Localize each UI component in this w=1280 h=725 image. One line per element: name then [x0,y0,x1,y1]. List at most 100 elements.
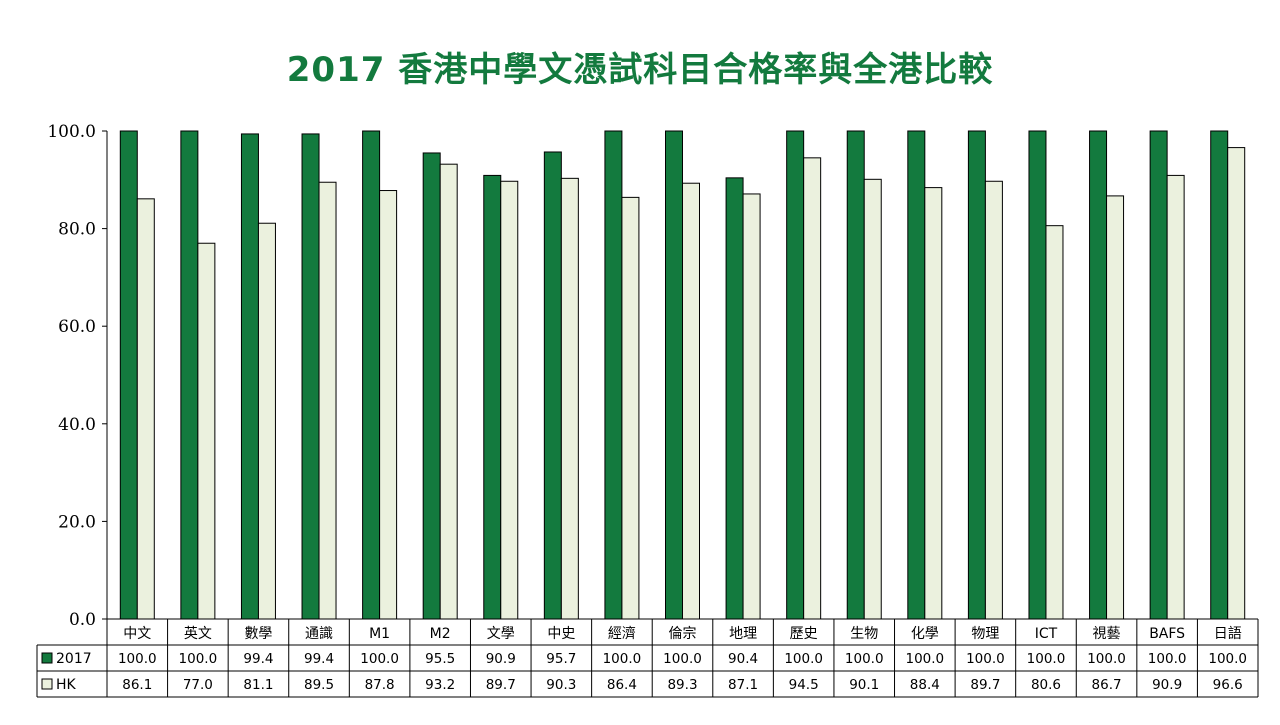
category-label: 物理 [971,626,999,642]
bar-school [846,130,865,620]
bar-school [543,151,562,620]
category-label: 地理 [729,626,757,642]
data-label: 93.2 [425,677,455,693]
data-label: 89.5 [304,677,334,693]
category-label: M1 [369,626,390,642]
category-label: 視藝 [1093,626,1121,642]
bar-hk [924,187,943,620]
bar-hk [439,163,458,620]
bar-school [1149,130,1168,620]
data-label: 96.6 [1213,677,1243,693]
bar-hk [1106,195,1125,620]
bar-school [786,130,805,620]
bar-hk [742,193,761,620]
bar-hk [984,180,1003,620]
bar-hk [1045,225,1064,620]
data-label: 100.0 [360,651,399,667]
category-label: 倫宗 [669,626,697,642]
category-label: 中文 [123,626,151,642]
bar-hk [379,190,398,620]
data-label: 87.1 [728,677,758,693]
data-label: 77.0 [183,677,213,693]
data-label: 100.0 [1208,651,1247,667]
bar-hk [803,157,822,620]
data-label: 88.4 [910,677,940,693]
bar-school [725,177,744,620]
data-label: 99.4 [304,651,334,667]
bar-school [604,130,623,620]
bar-hk [257,222,276,620]
legend-label: 2017 [56,651,92,667]
category-label: 經濟 [608,626,636,642]
data-label: 89.7 [970,677,1000,693]
data-label: 90.1 [849,677,879,693]
data-label: 89.3 [667,677,697,693]
bar-school [180,130,199,620]
category-label: 數學 [244,626,272,642]
data-label: 100.0 [966,651,1005,667]
data-label: 90.3 [546,677,576,693]
category-label: 文學 [487,626,515,642]
bar-school [119,130,138,620]
category-label: 中史 [547,626,575,642]
bar-hk [560,177,579,620]
bar-school [1028,130,1047,620]
bar-hk [197,242,216,620]
category-label: 生物 [850,626,878,642]
data-label: 95.7 [546,651,576,667]
category-label: ICT [1035,626,1058,642]
bar-hk [621,196,640,620]
category-label: M2 [430,626,451,642]
bar-school [483,174,502,620]
legend-swatch-school [41,652,53,664]
bar-school [362,130,381,620]
data-label: 86.4 [607,677,637,693]
y-tick-label: 80.0 [58,220,96,240]
bar-school [422,152,441,620]
data-label: 100.0 [1027,651,1066,667]
data-label: 100.0 [1148,651,1187,667]
data-label: 95.5 [425,651,455,667]
y-tick-label: 60.0 [58,317,96,337]
category-label: 日語 [1214,626,1242,642]
data-label: 86.7 [1092,677,1122,693]
data-label: 90.9 [486,651,516,667]
category-label: 歷史 [790,626,818,642]
bar-hk [500,180,519,620]
data-label: 100.0 [663,651,702,667]
bar-school [301,133,320,620]
data-label: 100.0 [845,651,884,667]
bar-school [665,130,683,620]
legend-label: HK [56,677,77,693]
data-label: 94.5 [789,677,819,693]
bar-hk [863,178,882,620]
y-tick-label: 20.0 [58,512,96,532]
bar-school [967,130,986,620]
data-label: 89.7 [486,677,516,693]
data-label: 86.1 [122,677,152,693]
category-label: BAFS [1149,626,1185,642]
category-label: 化學 [911,626,939,642]
data-label: 100.0 [603,651,642,667]
data-label: 99.4 [243,651,273,667]
data-label: 100.0 [118,651,157,667]
legend-swatch-hk [41,678,53,690]
category-label: 通識 [305,626,333,642]
y-tick-label: 40.0 [58,415,96,435]
y-tick-label: 0.0 [69,610,96,630]
data-label: 81.1 [243,677,273,693]
bar-hk [682,182,700,620]
bar-school [907,130,926,620]
data-label: 100.0 [784,651,823,667]
data-label: 80.6 [1031,677,1061,693]
bar-school [1089,130,1108,620]
bar-hk [318,181,337,620]
data-label: 100.0 [179,651,218,667]
bar-hk [1227,147,1246,620]
data-label: 90.4 [728,651,758,667]
bar-hk [136,198,155,620]
data-label: 90.9 [1152,677,1182,693]
category-label: 英文 [184,625,212,642]
bar-hk [1166,174,1185,620]
